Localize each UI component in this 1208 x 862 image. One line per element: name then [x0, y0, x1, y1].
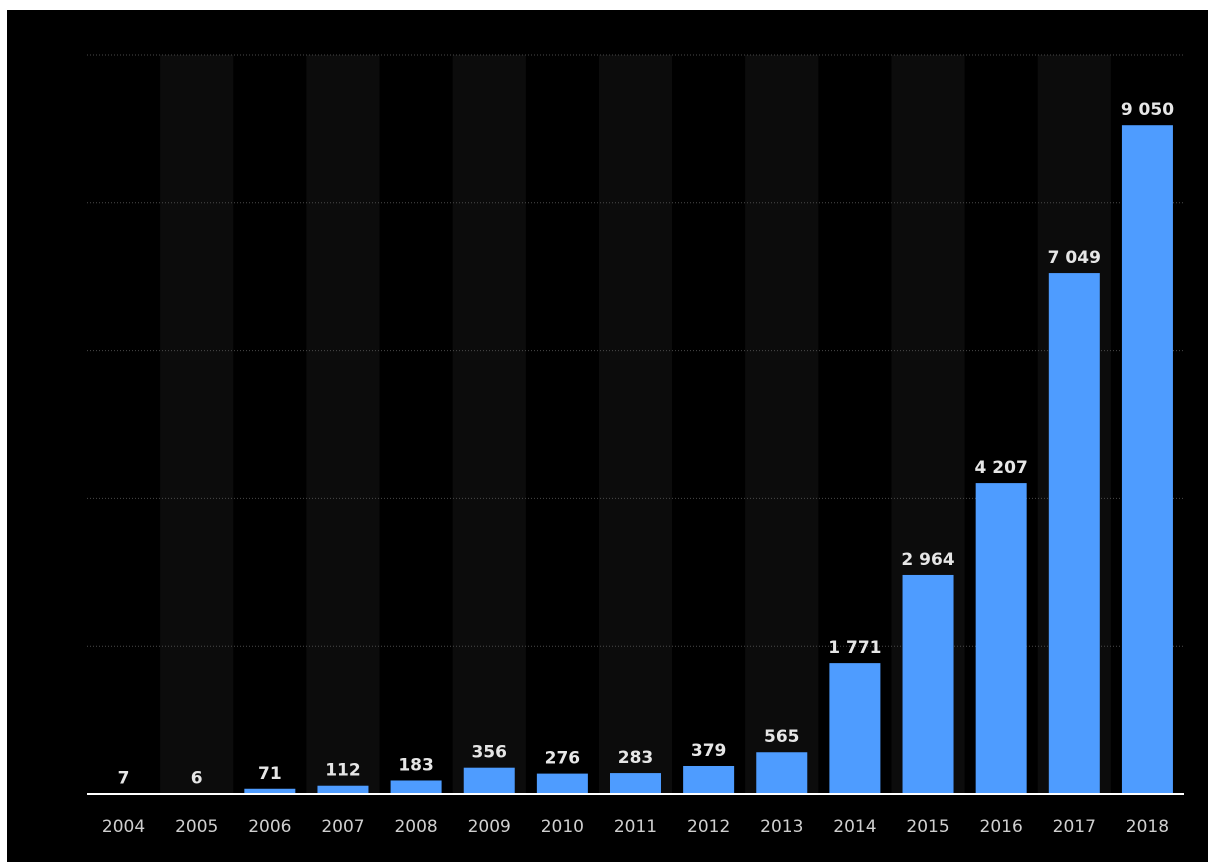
bar-chart: 7 6 71 112 183 356 276 283 379 565 1 771 2 964 4 207… — [87, 54, 1184, 837]
value-label-2014: 1 771 — [828, 638, 881, 658]
value-labels: 7 6 71 112 183 356 276 283 379 565 1 771 2 964 4 207… — [118, 100, 1175, 788]
bar-2009[interactable] — [463, 767, 515, 794]
value-label-2013: 565 — [764, 727, 800, 747]
bars — [98, 125, 1173, 795]
x-tick-2004: 2004 — [102, 817, 145, 837]
x-tick-2014: 2014 — [833, 817, 876, 837]
bar-2017[interactable] — [1048, 273, 1100, 795]
band-2011 — [598, 55, 673, 794]
x-tick-2017: 2017 — [1053, 817, 1096, 837]
x-tick-2013: 2013 — [760, 817, 803, 837]
x-tick-2008: 2008 — [394, 817, 437, 837]
x-tick-2007: 2007 — [321, 817, 364, 837]
alternating-bands — [160, 55, 1111, 794]
x-tick-2005: 2005 — [175, 817, 218, 837]
bar-2015[interactable] — [902, 574, 954, 794]
band-2007 — [306, 55, 380, 794]
x-tick-2009: 2009 — [468, 817, 511, 837]
bar-2007[interactable] — [317, 785, 369, 794]
value-label-2007: 112 — [325, 761, 361, 781]
bar-2014[interactable] — [829, 663, 881, 794]
value-label-2016: 4 207 — [975, 458, 1028, 478]
value-label-2017: 7 049 — [1048, 248, 1101, 268]
value-label-2015: 2 964 — [901, 550, 954, 570]
value-label-2018: 9 050 — [1121, 100, 1174, 120]
bar-2011[interactable] — [610, 773, 661, 794]
value-label-2009: 356 — [471, 743, 507, 763]
band-2005 — [160, 55, 234, 794]
bar-2010[interactable] — [536, 773, 588, 794]
x-tick-2012: 2012 — [687, 817, 730, 837]
value-label-2006: 71 — [258, 764, 282, 784]
bar-2006[interactable] — [244, 788, 296, 794]
bar-2018[interactable] — [1121, 125, 1173, 794]
band-2013 — [745, 55, 819, 794]
value-label-2005: 6 — [191, 769, 203, 789]
value-label-2011: 283 — [618, 748, 654, 768]
value-label-2010: 276 — [545, 749, 581, 769]
bar-2008[interactable] — [390, 780, 442, 794]
bar-2013[interactable] — [756, 752, 808, 794]
x-tick-2010: 2010 — [541, 817, 584, 837]
x-tick-2011: 2011 — [614, 817, 657, 837]
band-2009 — [452, 55, 526, 794]
x-tick-2016: 2016 — [980, 817, 1023, 837]
x-tick-2015: 2015 — [906, 817, 949, 837]
bar-2012[interactable] — [683, 765, 735, 794]
x-tick-2018: 2018 — [1126, 817, 1169, 837]
value-label-2004: 7 — [118, 768, 130, 788]
chart-frame: 7 6 71 112 183 356 276 283 379 565 1 771 2 964 4 207… — [7, 10, 1208, 862]
value-label-2008: 183 — [398, 755, 434, 775]
value-label-2012: 379 — [691, 741, 727, 761]
x-tick-labels: 2004 2005 2006 2007 2008 2009 2010 2011 2012 2013… — [102, 817, 1169, 837]
bar-2016[interactable] — [975, 483, 1027, 794]
x-tick-2006: 2006 — [248, 817, 291, 837]
